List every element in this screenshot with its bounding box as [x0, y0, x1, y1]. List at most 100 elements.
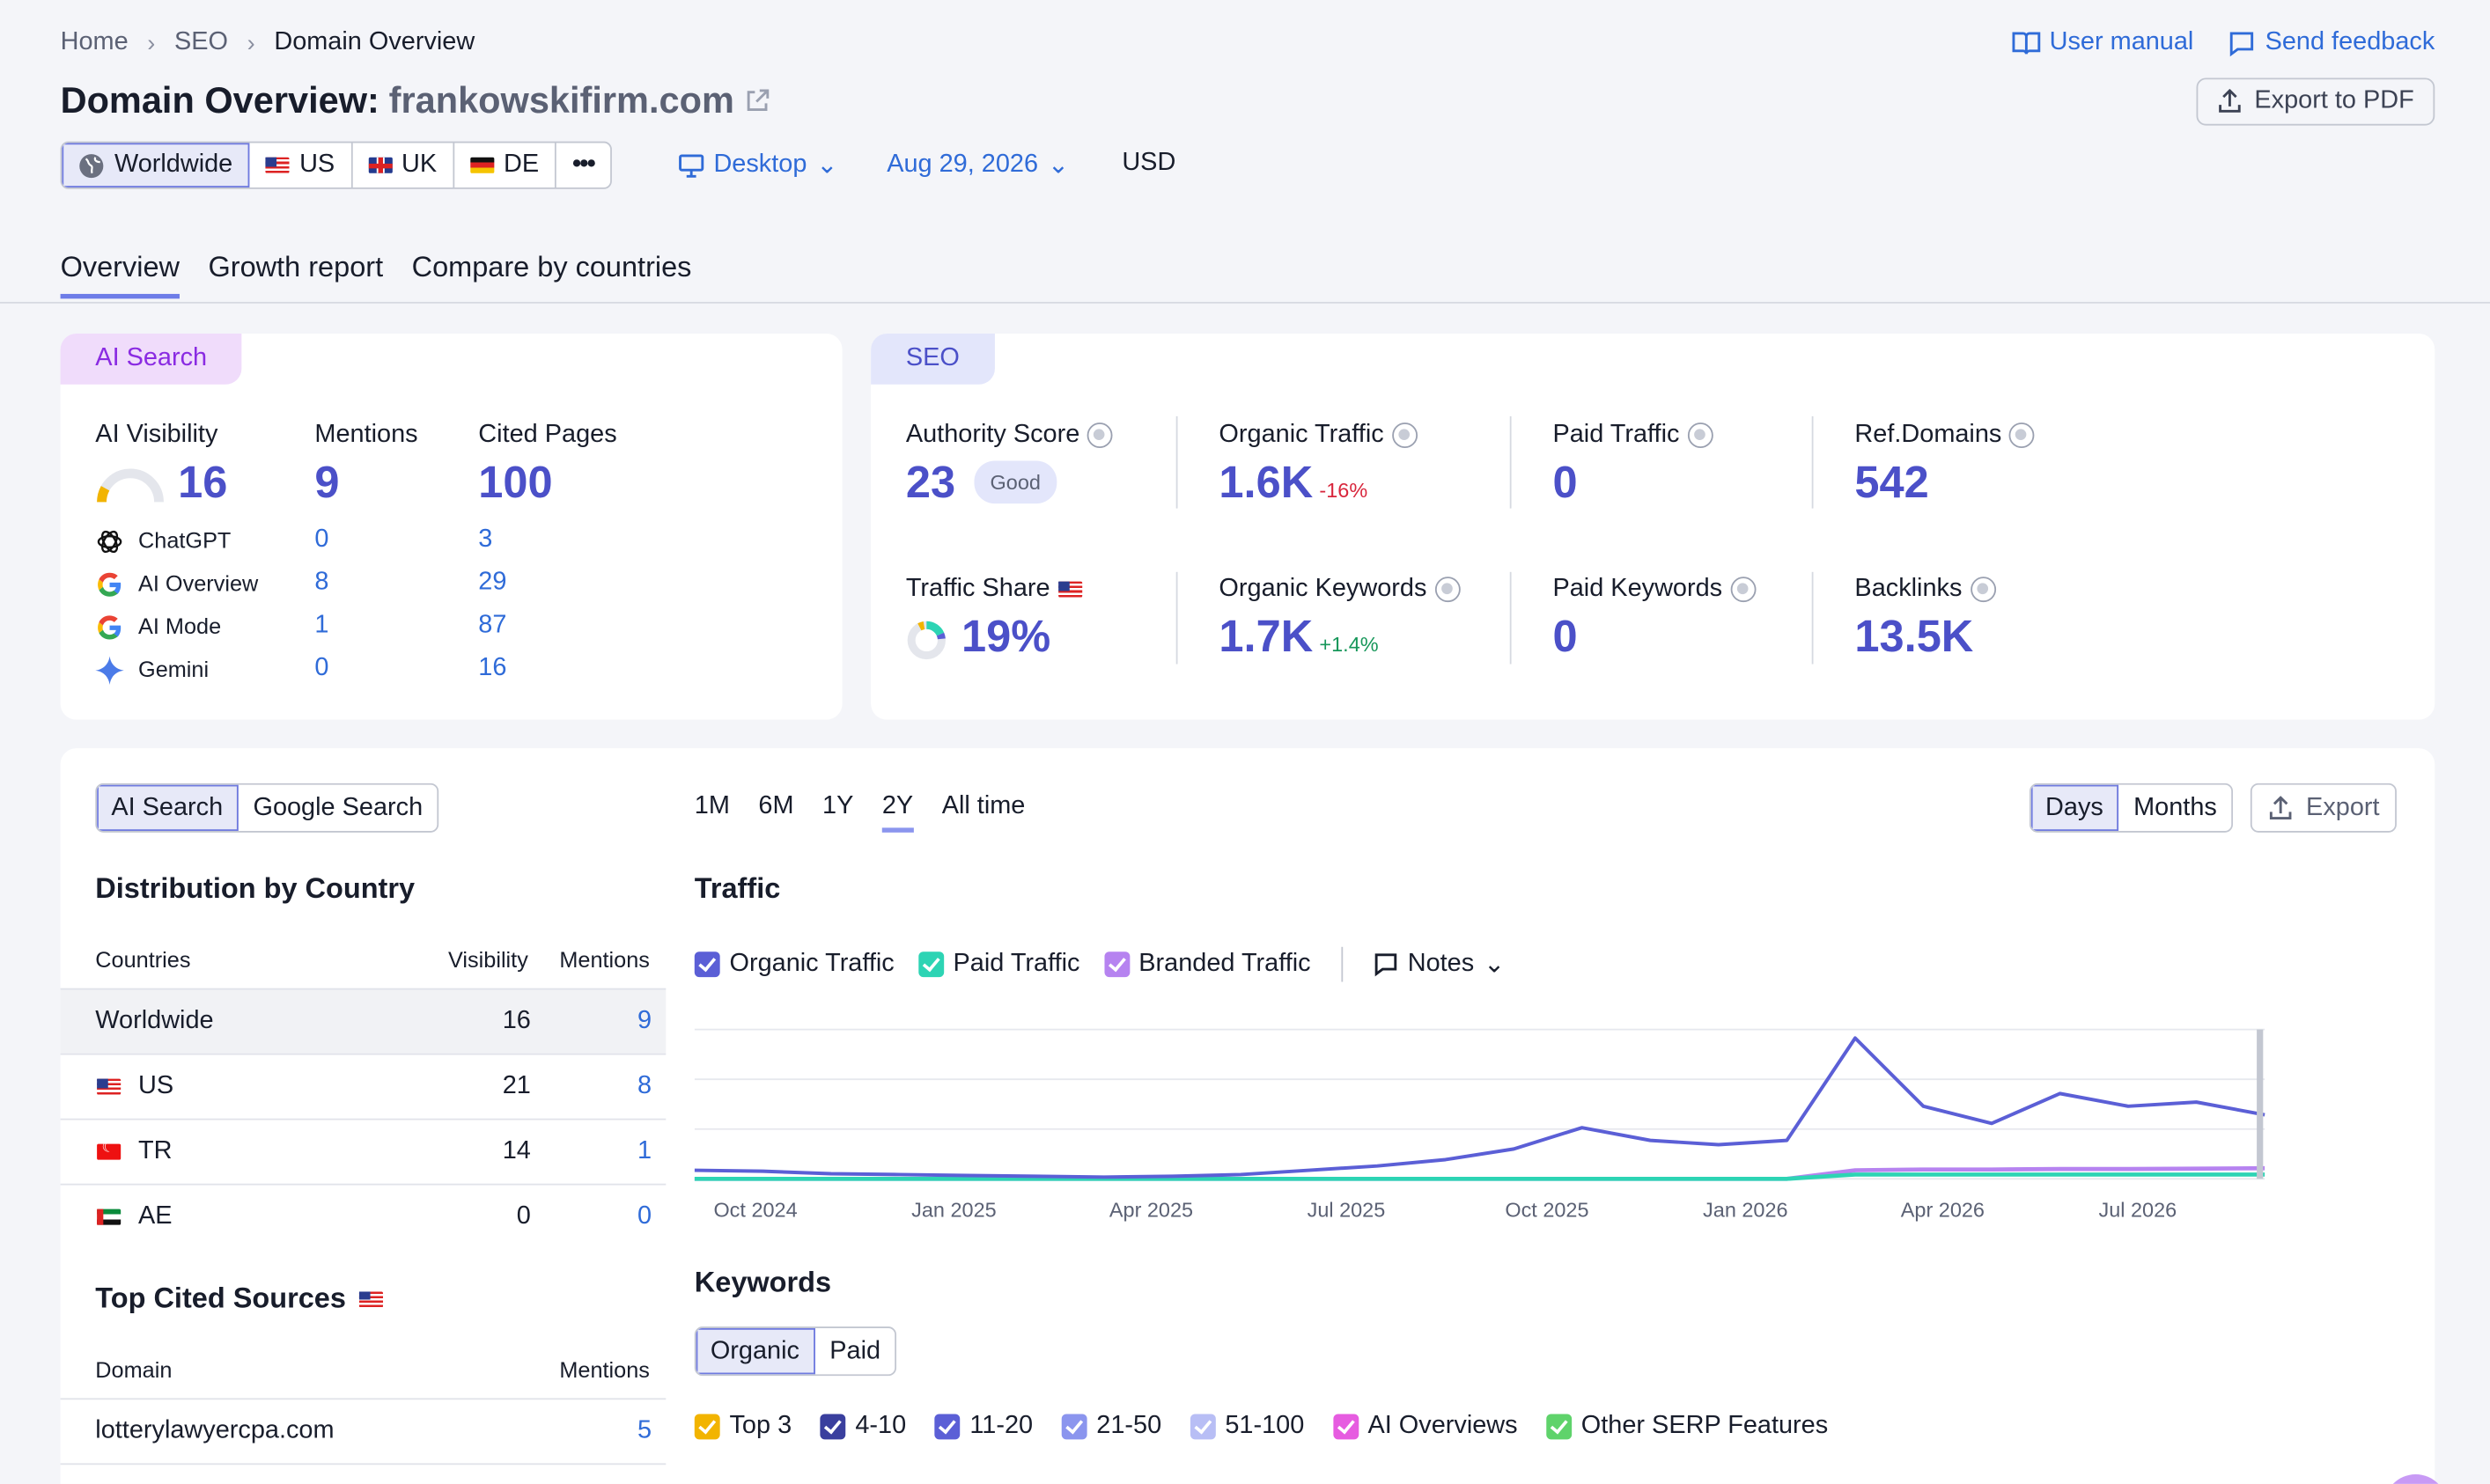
traffic-share-value[interactable]: 19%	[961, 611, 1051, 661]
main-tabs: Overview Growth report Compare by countr…	[60, 251, 692, 299]
platform-mentions[interactable]: 8	[314, 569, 329, 596]
globe-icon	[79, 153, 104, 178]
ref-domains-value[interactable]: 542	[1854, 457, 1929, 507]
period-1y[interactable]: 1Y	[822, 792, 854, 820]
info-icon[interactable]	[1087, 422, 1114, 449]
platform-name: Gemini	[138, 656, 210, 682]
kw-legend-4-10[interactable]: 4-10	[820, 1413, 906, 1441]
export-button[interactable]: Export	[2250, 782, 2398, 833]
platform-mentions[interactable]: 0	[314, 654, 329, 682]
col-domain: Domain	[95, 1356, 173, 1383]
google-icon	[98, 615, 122, 640]
backlinks-value[interactable]: 13.5K	[1854, 611, 1974, 661]
legend-paid[interactable]: Paid Traffic	[917, 950, 1079, 978]
cited-pages-value[interactable]: 100	[478, 457, 553, 507]
platform-cited[interactable]: 3	[478, 525, 493, 554]
kw-legend-ai-overviews[interactable]: AI Overviews	[1332, 1413, 1518, 1441]
country-mentions[interactable]: 9	[637, 1007, 652, 1035]
tab-compare-countries[interactable]: Compare by countries	[411, 251, 692, 283]
mentions-value[interactable]: 9	[314, 457, 340, 507]
export-pdf-button[interactable]: Export to PDF	[2195, 77, 2435, 126]
granularity-days[interactable]: Days	[2030, 784, 2119, 832]
period-1m[interactable]: 1M	[694, 792, 730, 820]
cited-domain[interactable]: lotterylawyercpa.com	[95, 1417, 335, 1444]
platform-cited[interactable]: 29	[478, 569, 507, 596]
ref-domains-text: Ref.Domains	[1854, 421, 2002, 449]
kw-legend-21-50[interactable]: 21-50	[1061, 1413, 1161, 1441]
ae-flag-icon	[97, 1209, 122, 1225]
source-ai-search[interactable]: AI Search	[97, 784, 239, 832]
platform-mentions[interactable]: 1	[314, 611, 329, 639]
paid-keywords-value[interactable]: 0	[1552, 611, 1578, 661]
period-6m[interactable]: 6M	[758, 792, 794, 820]
breadcrumb-home[interactable]: Home	[60, 28, 129, 56]
period-2y[interactable]: 2Y	[881, 793, 914, 833]
platform-cited[interactable]: 16	[478, 654, 507, 682]
user-manual-link[interactable]: User manual	[2011, 28, 2193, 56]
domain-name[interactable]: frankowskifirm.com	[388, 79, 734, 121]
info-icon[interactable]	[1970, 577, 1996, 603]
info-icon[interactable]	[1730, 577, 1757, 603]
legend-branded[interactable]: Branded Traffic	[1103, 950, 1311, 978]
kw-legend-51-100[interactable]: 51-100	[1190, 1413, 1304, 1441]
send-feedback-link[interactable]: Send feedback	[2228, 28, 2435, 56]
table-row[interactable]: AE 0 0	[60, 1183, 667, 1249]
platform-cited[interactable]: 87	[478, 611, 507, 639]
organic-traffic-value[interactable]: 1.6K	[1219, 457, 1314, 507]
table-row[interactable]: lotterylawyercpa.com 5	[60, 1398, 667, 1463]
db-more-button[interactable]: •••	[556, 143, 610, 187]
legend-organic[interactable]: Organic Traffic	[694, 950, 895, 978]
chevron-right-icon: ›	[247, 29, 255, 57]
platform-mentions[interactable]: 0	[314, 525, 329, 554]
country-visibility: 0	[516, 1202, 531, 1231]
external-link-icon[interactable]	[744, 87, 771, 114]
chevron-down-icon: ⌄	[816, 152, 838, 180]
source-google-search[interactable]: Google Search	[253, 793, 424, 821]
table-row[interactable]: TR 14 1	[60, 1118, 667, 1184]
authority-badge: Good	[974, 460, 1057, 504]
date-selector[interactable]: Aug 29, 2026 ⌄	[887, 150, 1069, 181]
keywords-title: Keywords	[694, 1266, 832, 1298]
tab-overview[interactable]: Overview	[60, 251, 180, 299]
country-mentions[interactable]: 1	[637, 1137, 652, 1165]
paid-traffic-line[interactable]	[694, 1172, 2265, 1181]
currency-label[interactable]: USD	[1122, 149, 1176, 177]
info-icon[interactable]	[1687, 422, 1713, 449]
country-mentions[interactable]: 0	[637, 1202, 652, 1231]
notes-dropdown[interactable]: Notes ⌄	[1373, 949, 1505, 981]
db-uk[interactable]: UK	[352, 143, 455, 187]
db-worldwide[interactable]: Worldwide	[62, 143, 251, 187]
tab-growth-report[interactable]: Growth report	[208, 251, 384, 283]
keywords-organic[interactable]: Organic	[696, 1327, 816, 1375]
organic-traffic-line[interactable]	[694, 1036, 2265, 1179]
db-us[interactable]: US	[250, 143, 353, 187]
device-selector[interactable]: Desktop ⌄	[679, 150, 838, 181]
db-worldwide-label: Worldwide	[114, 151, 233, 179]
cited-mentions[interactable]: 5	[637, 1417, 652, 1444]
breadcrumb-seo[interactable]: SEO	[173, 28, 228, 56]
platform-row-ai-overview: AI Overview 8 29	[95, 569, 794, 612]
kw-legend-11-20[interactable]: 11-20	[934, 1413, 1033, 1441]
organic-traffic-change: -16%	[1319, 478, 1368, 503]
db-de[interactable]: DE	[454, 143, 556, 187]
us-flag-icon	[1057, 581, 1082, 598]
ai-search-tag: AI Search	[60, 334, 242, 385]
period-all-time[interactable]: All time	[941, 792, 1026, 820]
info-icon[interactable]	[2009, 422, 2036, 449]
col-cited-mentions: Mentions	[559, 1356, 650, 1383]
info-icon[interactable]	[1391, 422, 1418, 449]
table-row[interactable]: Worldwide 16 9	[60, 988, 667, 1054]
country-mentions[interactable]: 8	[637, 1072, 652, 1100]
paid-traffic-value[interactable]: 0	[1552, 457, 1578, 507]
kw-legend-top3[interactable]: Top 3	[694, 1413, 792, 1441]
chat-assistant-button[interactable]	[2383, 1474, 2448, 1484]
organic-keywords-value[interactable]: 1.7K	[1219, 611, 1314, 661]
kw-legend-other-serp[interactable]: Other SERP Features	[1546, 1413, 1828, 1441]
info-icon[interactable]	[1434, 577, 1461, 603]
granularity-months[interactable]: Months	[2133, 793, 2217, 821]
authority-score-value[interactable]: 23	[905, 457, 956, 507]
table-row[interactable]: US 21 8	[60, 1053, 667, 1119]
ai-visibility-value[interactable]: 16	[178, 457, 228, 507]
keywords-paid[interactable]: Paid	[829, 1336, 881, 1364]
